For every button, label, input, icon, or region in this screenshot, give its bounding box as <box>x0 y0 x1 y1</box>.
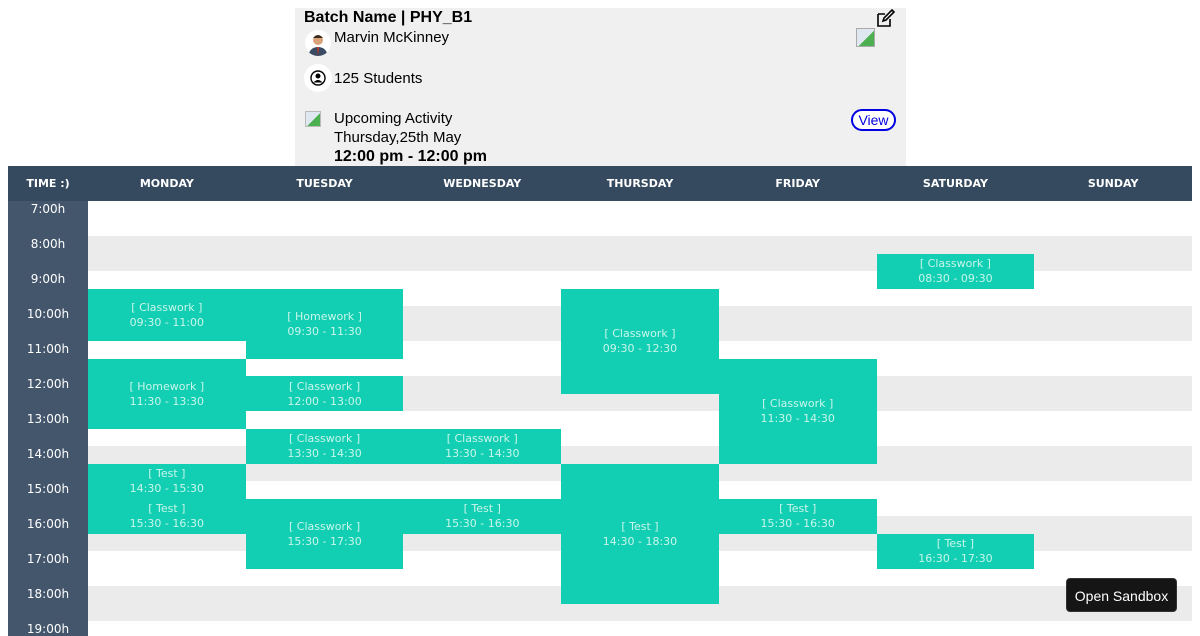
hour-row <box>88 621 1192 636</box>
schedule-event[interactable]: [ Test ] 16:30 - 17:30 <box>876 533 1035 569</box>
schedule-event[interactable]: [ Test ] 15:30 - 16:30 <box>718 498 877 534</box>
event-type: [ Test ] <box>621 519 659 533</box>
event-type: [ Classwork ] <box>131 300 203 314</box>
schedule-event[interactable]: [ Classwork ] 09:30 - 12:30 <box>561 288 719 394</box>
hour-label: 15:00h <box>26 482 70 496</box>
day-header-monday: MONDAY <box>139 177 194 190</box>
schedule-event[interactable]: [ Classwork ] 11:30 - 14:30 <box>718 358 877 464</box>
hour-label: 13:00h <box>26 412 70 426</box>
event-type: [ Test ] <box>779 502 817 515</box>
day-header-friday: FRIDAY <box>775 177 821 190</box>
event-type: [ Test ] <box>148 502 186 515</box>
open-sandbox-button[interactable]: Open Sandbox <box>1066 578 1177 612</box>
event-type: [ Classwork ] <box>288 519 361 533</box>
schedule-event[interactable]: [ Test ] 14:30 - 18:30 <box>561 463 719 604</box>
event-time: 15:30 - 16:30 <box>129 517 205 530</box>
event-type: [ Classwork ] <box>288 379 361 393</box>
event-time: 16:30 - 17:30 <box>918 552 993 565</box>
upcoming-activity-time: 12:00 pm - 12:00 pm <box>334 148 487 165</box>
schedule-event[interactable]: [ Classwork ] 15:30 - 17:30 <box>245 498 404 569</box>
event-time: 12:00 - 13:00 <box>287 394 362 408</box>
schedule-event[interactable]: [ Homework ] 09:30 - 11:30 <box>245 288 404 359</box>
event-time: 15:30 - 17:30 <box>287 534 362 548</box>
time-column: 7:00h 8:00h 9:00h 10:00h 11:00h 12:00h 13:00h 1… <box>8 201 88 636</box>
upcoming-activity-date: Thursday,25th May <box>334 129 462 146</box>
event-time: 11:30 - 13:30 <box>129 394 205 408</box>
hour-label: 7:00h <box>30 202 66 216</box>
event-type: [ Classwork ] <box>446 432 518 445</box>
event-time: 13:30 - 14:30 <box>445 447 520 460</box>
day-header-sunday: SUNDAY <box>1087 177 1139 190</box>
schedule-event[interactable]: [ Test ] 15:30 - 16:30 <box>88 498 246 534</box>
hour-label: 19:00h <box>26 622 70 636</box>
weekly-schedule: 7:00h 8:00h 9:00h 10:00h 11:00h 12:00h 13:00h 1… <box>8 166 1192 636</box>
schedule-event[interactable]: [ Classwork ] 12:00 - 13:00 <box>245 376 404 411</box>
hour-label: 9:00h <box>30 272 66 286</box>
time-header: TIME :) <box>26 177 70 190</box>
event-type: [ Classwork ] <box>919 257 991 270</box>
event-time: 11:30 - 14:30 <box>760 412 835 425</box>
hour-label: 14:00h <box>26 447 70 461</box>
event-time: 15:30 - 16:30 <box>445 517 520 530</box>
edit-icon[interactable] <box>875 8 896 29</box>
student-count: 125 Students <box>334 70 423 87</box>
schedule-event[interactable]: [ Classwork ] 13:30 - 14:30 <box>403 428 562 464</box>
event-time: 08:30 - 09:30 <box>918 272 993 285</box>
schedule-event[interactable]: [ Classwork ] 08:30 - 09:30 <box>876 253 1035 289</box>
hour-row <box>88 201 1192 236</box>
broken-image-icon <box>856 28 875 47</box>
event-time: 09:30 - 12:30 <box>602 342 678 355</box>
event-time: 09:30 - 11:30 <box>287 324 362 338</box>
event-type: [ Test ] <box>148 467 186 480</box>
schedule-header: TIME :) MONDAY TUESDAY WEDNESDAY THURSDAY FR… <box>8 166 1192 201</box>
event-type: [ Homework ] <box>129 379 205 393</box>
schedule-event[interactable]: [ Classwork ] 13:30 - 14:30 <box>245 428 404 464</box>
event-type: [ Classwork ] <box>288 432 361 445</box>
day-header-thursday: THURSDAY <box>606 177 674 190</box>
event-type: [ Classwork ] <box>604 327 676 340</box>
day-header-wednesday: WEDNESDAY <box>443 177 522 190</box>
hour-label: 12:00h <box>26 377 70 391</box>
hour-label: 11:00h <box>26 342 70 356</box>
event-time: 09:30 - 11:00 <box>129 315 205 329</box>
event-time: 14:30 - 18:30 <box>602 534 678 548</box>
schedule-event[interactable]: [ Test ] 15:30 - 16:30 <box>403 498 562 534</box>
day-header-tuesday: TUESDAY <box>296 177 353 190</box>
teacher-avatar <box>305 30 331 56</box>
activity-image-icon <box>305 111 321 127</box>
teacher-name: Marvin McKinney <box>334 29 450 46</box>
event-type: [ Test ] <box>463 502 501 515</box>
day-header-saturday: SATURDAY <box>922 177 988 190</box>
event-type: [ Test ] <box>936 537 975 550</box>
user-circle-icon <box>304 64 332 92</box>
event-time: 14:30 - 15:30 <box>129 482 205 495</box>
event-type: [ Homework ] <box>287 309 362 323</box>
view-button[interactable]: View <box>851 109 896 131</box>
schedule-event[interactable]: [ Classwork ] 09:30 - 11:00 <box>88 288 246 341</box>
schedule-event[interactable]: [ Homework ] 11:30 - 13:30 <box>88 358 246 429</box>
event-type: [ Classwork ] <box>762 397 834 410</box>
upcoming-activity-label: Upcoming Activity <box>334 110 453 127</box>
hour-label: 18:00h <box>26 587 70 601</box>
event-time: 15:30 - 16:30 <box>760 517 835 530</box>
hour-label: 10:00h <box>26 307 70 321</box>
hour-label: 16:00h <box>26 517 70 531</box>
hour-label: 8:00h <box>30 237 66 251</box>
hour-label: 17:00h <box>26 552 70 566</box>
batch-title: Batch Name | PHY_B1 <box>304 9 473 26</box>
schedule-event[interactable]: [ Test ] 14:30 - 15:30 <box>88 463 246 499</box>
batch-card: Batch Name | PHY_B1 Marvin McKinney 125 … <box>295 8 906 166</box>
event-time: 13:30 - 14:30 <box>287 447 362 460</box>
